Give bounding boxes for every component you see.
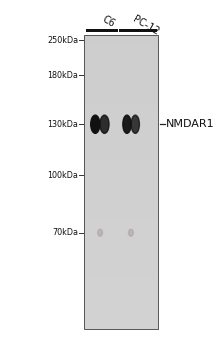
Bar [84, 38, 158, 42]
Bar [84, 193, 158, 197]
Bar [84, 86, 158, 90]
Text: 250kDa: 250kDa [47, 36, 78, 45]
Bar [84, 321, 158, 326]
Bar [84, 310, 158, 314]
Bar [84, 295, 158, 300]
Bar [84, 178, 158, 182]
Ellipse shape [91, 115, 100, 133]
Text: C6: C6 [100, 14, 116, 29]
Bar [84, 35, 158, 39]
Bar [84, 211, 158, 215]
Bar [84, 292, 158, 296]
Bar [84, 108, 158, 112]
Bar [84, 215, 158, 219]
Bar [84, 240, 158, 244]
Bar [84, 207, 158, 211]
Bar [84, 60, 158, 64]
Bar [84, 83, 158, 86]
Bar [84, 196, 158, 200]
Bar [84, 160, 158, 164]
Bar [84, 222, 158, 226]
Bar [84, 49, 158, 53]
Bar [84, 281, 158, 285]
Text: 130kDa: 130kDa [47, 120, 78, 129]
Bar [84, 130, 158, 134]
Bar [84, 116, 158, 119]
Text: 100kDa: 100kDa [47, 170, 78, 180]
Bar [84, 46, 158, 50]
Text: PC-12: PC-12 [131, 14, 161, 37]
Bar [84, 318, 158, 322]
Bar [84, 148, 158, 153]
Bar [84, 182, 158, 186]
Bar [84, 285, 158, 288]
Bar [84, 127, 158, 131]
Bar [84, 119, 158, 123]
Ellipse shape [98, 229, 103, 236]
Bar [84, 237, 158, 241]
Bar [84, 248, 158, 252]
Bar [84, 288, 158, 292]
Bar [84, 79, 158, 83]
Ellipse shape [131, 115, 139, 133]
Bar [84, 299, 158, 303]
Bar [84, 189, 158, 193]
Bar [84, 105, 158, 108]
Text: 70kDa: 70kDa [52, 228, 78, 237]
Ellipse shape [123, 115, 131, 133]
Bar [84, 218, 158, 223]
Bar [84, 251, 158, 256]
Bar [86, 29, 118, 32]
Bar [84, 266, 158, 270]
Bar [84, 325, 158, 329]
Bar [84, 156, 158, 160]
Bar [84, 259, 158, 263]
Bar [84, 200, 158, 204]
Bar [84, 230, 158, 233]
Bar [84, 97, 158, 101]
Bar [84, 167, 158, 171]
Bar [84, 262, 158, 267]
Bar [84, 138, 158, 142]
Bar [84, 112, 158, 116]
Bar [84, 274, 158, 278]
Ellipse shape [128, 229, 133, 236]
Bar [84, 277, 158, 281]
Text: 180kDa: 180kDa [47, 71, 78, 80]
Bar [84, 226, 158, 230]
Bar [84, 90, 158, 94]
Bar [84, 174, 158, 179]
Bar [119, 29, 157, 32]
Bar [84, 204, 158, 208]
Bar [84, 303, 158, 307]
Ellipse shape [100, 115, 109, 133]
Bar [84, 171, 158, 175]
Bar [84, 57, 158, 61]
Bar [84, 255, 158, 259]
Bar [84, 141, 158, 145]
Bar [84, 134, 158, 138]
Bar [84, 68, 158, 72]
Text: NMDAR1: NMDAR1 [166, 119, 215, 129]
Bar [84, 93, 158, 97]
Bar [84, 307, 158, 311]
Bar [84, 233, 158, 237]
Bar [84, 75, 158, 79]
Bar [84, 244, 158, 248]
Bar [84, 71, 158, 76]
Bar [84, 314, 158, 318]
Bar [84, 64, 158, 68]
Bar [84, 270, 158, 274]
Bar [84, 186, 158, 189]
Bar [84, 152, 158, 156]
Bar [84, 145, 158, 149]
Bar [84, 53, 158, 57]
Bar [84, 101, 158, 105]
Bar [84, 42, 158, 46]
Bar [84, 163, 158, 167]
Bar [84, 123, 158, 127]
